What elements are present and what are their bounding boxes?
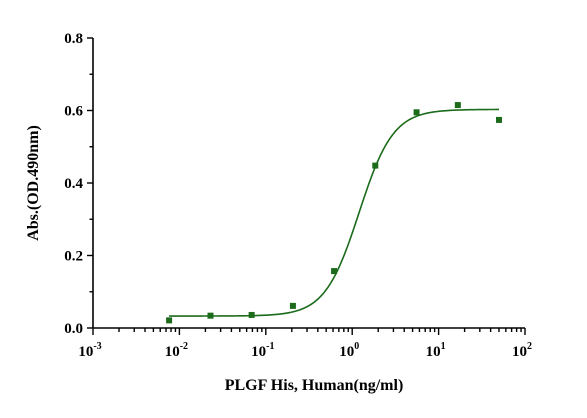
x-axis-title: PLGF His, Human(ng/ml) [225, 377, 404, 394]
y-tick-label: 0.4 [64, 176, 83, 192]
x-tick-label: 100 [339, 341, 359, 360]
data-point [248, 311, 255, 318]
data-point [495, 116, 502, 123]
y-tick-label: 0.0 [64, 321, 83, 337]
data-point [413, 109, 420, 116]
data-point [166, 317, 173, 324]
data-point [372, 162, 379, 169]
x-tick-label: 102 [512, 341, 532, 360]
x-tick-label: 10-3 [78, 341, 101, 360]
y-tick-label: 0.6 [64, 104, 83, 120]
data-point [454, 102, 461, 109]
data-points [166, 102, 502, 324]
y-axis-title: Abs.(OD.490nm) [25, 125, 42, 241]
y-tick-label: 0.2 [64, 249, 83, 265]
axes: 0.0 0.2 0.4 0.6 0.8 10-3 10-2 10-1 100 101 102 [64, 31, 532, 360]
data-point [207, 312, 214, 319]
fit-curve-group [169, 108, 499, 317]
x-tick-label: 10-1 [251, 341, 274, 360]
fit-curve [169, 108, 499, 317]
x-tick-label: 101 [426, 341, 446, 360]
data-point [331, 268, 338, 275]
x-tick-label: 10-2 [165, 341, 188, 360]
y-tick-label: 0.8 [64, 31, 83, 47]
data-point [289, 302, 296, 309]
